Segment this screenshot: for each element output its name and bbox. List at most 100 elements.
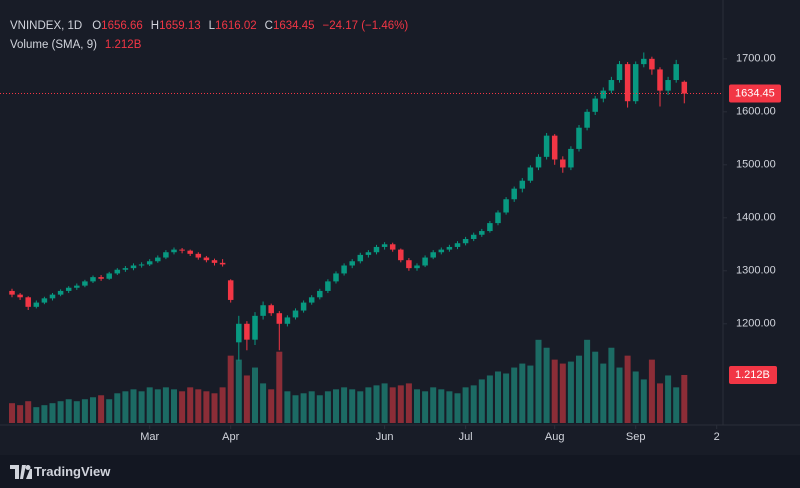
candle-body (341, 265, 347, 274)
ohlc-label: O (92, 20, 102, 32)
x-tick-label: Jul (459, 431, 473, 443)
y-tick-label: 1500.00 (736, 159, 776, 171)
volume-bar (33, 407, 40, 423)
change: −24.17 (−1.46%) (322, 20, 409, 32)
volume-bar (106, 399, 113, 423)
brand: TradingView (34, 464, 111, 479)
volume-bar (357, 391, 364, 423)
volume-bar (341, 387, 348, 423)
volume-bar (308, 391, 315, 423)
last-volume-tag (729, 365, 777, 384)
candle-body (389, 244, 396, 250)
candle-body (25, 297, 31, 307)
candle-body (616, 64, 623, 81)
candle-body (479, 231, 485, 235)
last-price-label: 1634.45 (735, 87, 775, 99)
candle-body (470, 234, 477, 239)
candle-body (41, 298, 48, 303)
volume-bar (268, 389, 275, 423)
candle-body (381, 244, 388, 247)
candle-body (657, 69, 663, 91)
volume-bar (454, 393, 461, 423)
candle-body (317, 290, 323, 298)
volume-bar (138, 391, 145, 423)
candle-body (665, 80, 671, 91)
candle-body (276, 313, 283, 324)
candle-body (195, 253, 202, 258)
candle-body (114, 269, 121, 274)
candle-body (503, 199, 509, 213)
candle-body (219, 262, 226, 265)
candle-body (260, 305, 266, 316)
candle-body (284, 317, 291, 324)
candle-body (74, 285, 80, 288)
volume-bar (511, 367, 518, 423)
candle-body (9, 290, 15, 295)
volume-bar (495, 371, 501, 423)
volume-value: 1.212B (104, 39, 142, 51)
y-tick-label: 1700.00 (736, 53, 776, 65)
volume-bar (130, 389, 137, 423)
candle-body (106, 273, 112, 279)
open-value: 1656.66 (101, 20, 143, 32)
x-tick-label: Apr (222, 431, 239, 443)
volume-bar (373, 385, 380, 423)
volume-bar (535, 339, 542, 423)
volume-bar (422, 391, 429, 423)
volume-bar (551, 359, 558, 423)
candle-body (632, 64, 639, 102)
candle-body (179, 249, 185, 251)
candle-body (349, 261, 355, 266)
volume-bar (559, 363, 566, 423)
last-price-tag (729, 84, 781, 103)
volume-bar (600, 363, 607, 423)
candle-body (130, 265, 137, 269)
candle-body (568, 148, 574, 168)
candle-body (236, 323, 242, 343)
candle-body (641, 58, 647, 65)
candle-body (560, 159, 566, 168)
candle-body (398, 249, 404, 261)
candle-body (422, 257, 428, 266)
ohlc-label: H (150, 20, 160, 32)
candle-body (65, 287, 72, 291)
candle-body (227, 280, 234, 300)
y-tick-label: 1300.00 (736, 265, 776, 277)
candle-body (292, 310, 299, 318)
candle-body (357, 254, 364, 262)
candle-body (333, 273, 339, 282)
candle-body (414, 265, 420, 269)
candle-body (308, 297, 315, 303)
candle-body (624, 64, 631, 102)
x-tick-label: Sep (626, 431, 646, 443)
last-volume-label: 1.212B (735, 369, 770, 381)
low-value: 1616.02 (215, 20, 257, 32)
candle-body (584, 111, 590, 128)
candle-body (138, 264, 145, 266)
volume-bar (438, 389, 445, 423)
volume-bar (462, 387, 469, 423)
candle-body (681, 81, 688, 94)
volume-bar (648, 359, 655, 423)
volume-bar (227, 355, 234, 423)
volume-bar (365, 387, 372, 423)
volume-bar (17, 405, 24, 423)
candle-body (365, 252, 372, 255)
legend-header: VNINDEX, 1D O 1656.66 H 1659.13 L 1616.02 C… (10, 17, 408, 55)
volume-bar (235, 359, 242, 423)
volume-title: Volume (SMA, 9) (10, 39, 97, 51)
x-tick-label: 2 (714, 431, 720, 443)
volume-bar (624, 355, 631, 423)
candle-body (592, 98, 598, 112)
volume-bar (252, 367, 258, 423)
volume-bar (179, 391, 186, 423)
volume-bar (81, 399, 88, 423)
volume-bar (203, 391, 210, 423)
candle-body (146, 261, 153, 265)
volume-bar (284, 391, 291, 423)
candle-body (252, 315, 258, 340)
volume-bar (616, 367, 623, 423)
candle-body (163, 252, 169, 258)
high-value: 1659.13 (159, 20, 201, 32)
